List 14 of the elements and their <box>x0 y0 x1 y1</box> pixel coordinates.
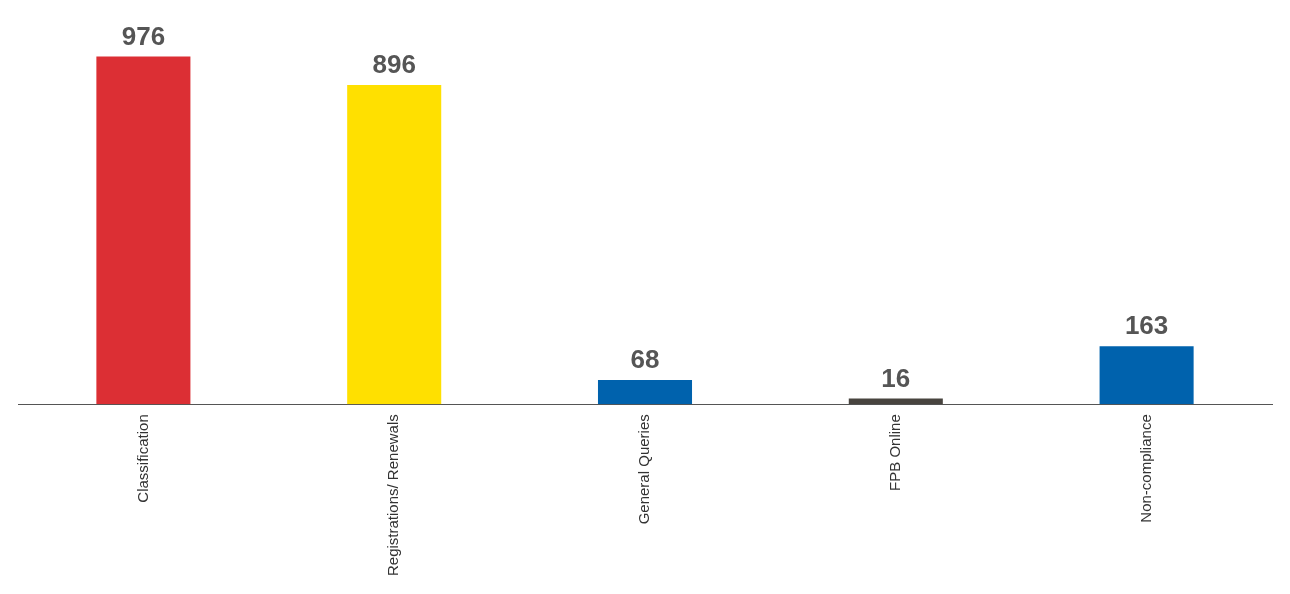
x-tick-label: General Queries <box>635 414 653 525</box>
data-label: 976 <box>121 20 166 51</box>
bar <box>1099 346 1194 405</box>
bar <box>347 85 442 405</box>
x-tick-label: Classification <box>133 414 151 503</box>
data-label: 16 <box>881 362 911 393</box>
x-tick-label: FPB Online <box>885 414 903 491</box>
data-label: 163 <box>1124 310 1169 341</box>
data-label: 68 <box>630 344 660 375</box>
bar <box>597 380 693 405</box>
x-tick-label: Registrations/ Renewals <box>384 414 402 577</box>
data-label: 896 <box>372 49 416 80</box>
bar <box>96 56 191 405</box>
x-tick-label: Non-compliance <box>1136 414 1154 523</box>
